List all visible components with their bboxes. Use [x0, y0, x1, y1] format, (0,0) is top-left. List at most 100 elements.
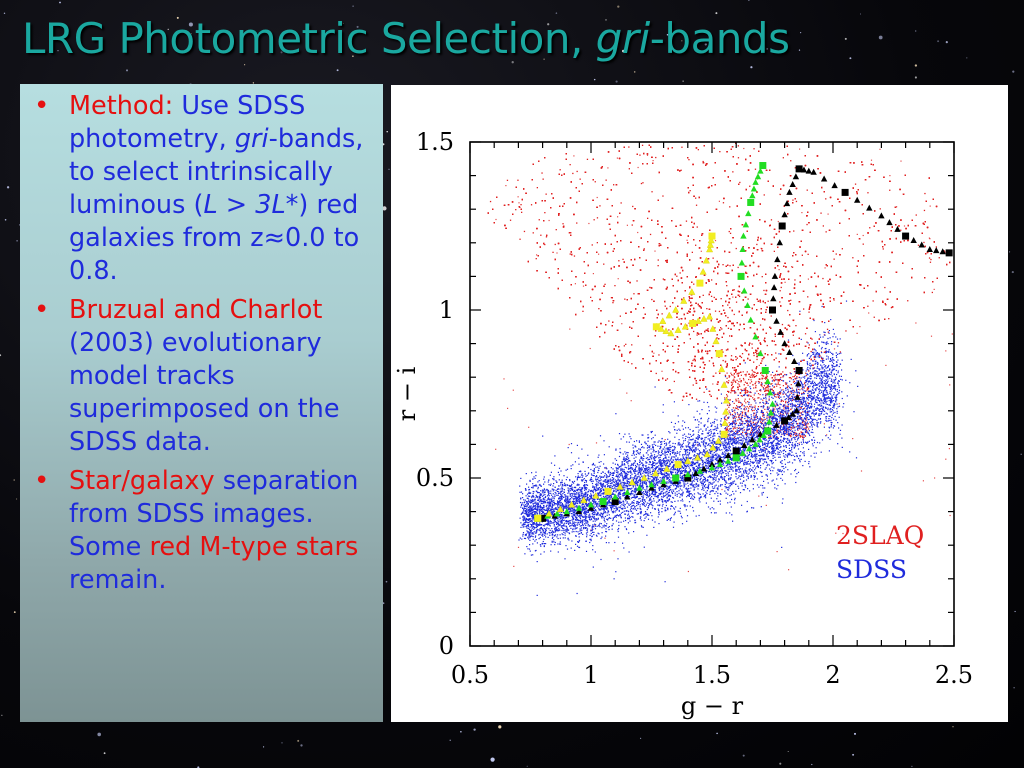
track-point: [773, 317, 780, 324]
track-point: [688, 288, 696, 295]
track-point: [636, 484, 643, 491]
track-point: [684, 471, 691, 478]
track-square: [764, 427, 772, 435]
track-point: [745, 445, 753, 452]
track-square: [604, 487, 612, 495]
track-point: [939, 248, 946, 255]
track-point: [757, 350, 764, 357]
track-point: [660, 481, 667, 488]
track-point: [714, 437, 722, 444]
axes: 0.5 1 1.5 2 2.500.511.5: [416, 128, 973, 689]
track-point: [696, 467, 704, 474]
track-point: [665, 311, 673, 319]
track-point: [756, 436, 763, 443]
track-point: [793, 407, 800, 414]
y-tick-label: 1: [439, 296, 454, 324]
track-point: [592, 491, 600, 499]
track-point: [774, 256, 781, 263]
track-point: [575, 504, 583, 511]
track-point: [886, 219, 893, 226]
bullet-method: • Method: Use SDSS photometry, gri-bands…: [34, 91, 364, 286]
track-point: [894, 225, 901, 232]
track-point: [556, 505, 564, 513]
track-point: [720, 381, 728, 388]
track-point: [742, 221, 750, 228]
track-point: [789, 410, 796, 417]
bullet-label: Bruzual and Charlot: [69, 295, 323, 325]
track-point: [791, 358, 798, 365]
track-square: [747, 198, 755, 206]
track-point: [659, 317, 667, 324]
track-point: [680, 297, 688, 304]
track-square: [539, 514, 547, 522]
track-point: [786, 188, 793, 195]
track-point: [781, 211, 788, 218]
track-point: [854, 196, 861, 203]
bullet-star-galaxy: • Star/galaxy separation from SDSS image…: [34, 466, 359, 595]
track-point: [702, 256, 710, 264]
track-point: [624, 489, 631, 496]
track-point: [741, 442, 748, 449]
bullet-dot-icon: •: [34, 91, 50, 121]
track-square: [778, 222, 786, 230]
track-point: [674, 326, 682, 333]
x-tick-label: 2: [825, 661, 840, 689]
track-point: [766, 418, 773, 425]
track-point: [707, 236, 715, 244]
track-point: [810, 168, 817, 175]
track-point: [575, 508, 583, 515]
track-point: [706, 312, 714, 320]
track-point: [752, 178, 759, 185]
slide-title: LRG Photometric Selection, gri-bands: [22, 14, 790, 63]
track-point: [636, 489, 643, 496]
track-point: [712, 337, 720, 345]
track-point: [752, 440, 759, 447]
track-point: [789, 181, 796, 188]
track-point: [781, 340, 788, 347]
track-point: [747, 316, 754, 323]
track-point: [722, 396, 731, 404]
track-point: [545, 509, 553, 517]
track-square: [732, 454, 740, 462]
track-square: [720, 430, 728, 438]
track-point: [777, 328, 784, 335]
track-point: [741, 287, 748, 294]
track-point: [709, 443, 717, 451]
track-square: [759, 162, 767, 170]
track-point: [640, 474, 648, 481]
track-point: [770, 284, 778, 291]
track-point: [926, 246, 933, 253]
track-point: [708, 464, 716, 471]
track-square: [708, 232, 716, 240]
track-point: [568, 500, 576, 508]
track-point: [672, 306, 680, 313]
track-square: [599, 498, 607, 506]
track-point: [553, 510, 561, 517]
track-point: [681, 322, 689, 330]
track-point: [648, 481, 655, 488]
track-point: [684, 457, 692, 464]
track-square: [902, 232, 910, 240]
y-tick-label: 1.5: [416, 128, 454, 156]
track-point: [805, 167, 812, 174]
track-point: [587, 504, 595, 511]
x-tick-label: 1: [583, 661, 598, 689]
track-point: [693, 453, 702, 461]
track-point: [739, 246, 746, 253]
x-tick-label: 2.5: [935, 661, 973, 689]
x-tick-label: 1.5: [693, 661, 731, 689]
y-tick-label: 0.5: [416, 464, 454, 492]
track-point: [628, 478, 636, 486]
y-axis-label: r − i: [393, 366, 421, 421]
track-point: [745, 210, 752, 217]
track-point: [703, 450, 711, 458]
track-point: [706, 241, 714, 248]
track-point: [757, 167, 764, 174]
track-point: [766, 389, 774, 396]
track-point: [792, 173, 800, 180]
track-point: [587, 501, 595, 508]
bullet-label: Method:: [69, 91, 174, 121]
track-point: [612, 493, 619, 500]
track-point: [754, 173, 762, 180]
